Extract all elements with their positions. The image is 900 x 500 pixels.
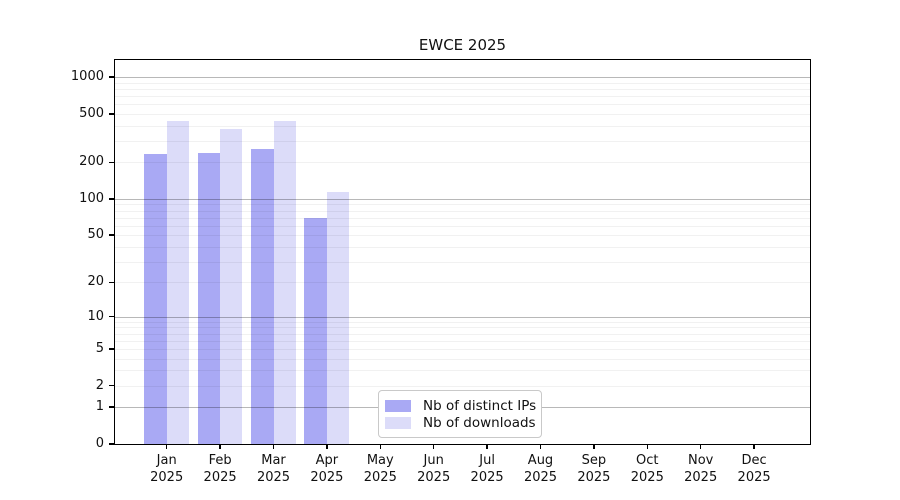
y-tick-2: [109, 384, 115, 387]
y-tick-label-5: 5: [95, 340, 104, 356]
y-tick-label-500: 500: [79, 105, 104, 121]
bar-nb-of-downloads-jan: [166, 120, 189, 444]
y-tick-label-50: 50: [87, 227, 104, 243]
y-tick-500: [109, 113, 115, 115]
y-tick-label-20: 20: [87, 274, 104, 290]
bar-nb-of-distinct-ips-jan: [144, 153, 167, 444]
gridline-minor-800: [115, 88, 810, 90]
x-tick-oct: [646, 444, 648, 449]
gridline-minor-6: [115, 340, 810, 342]
y-tick-label-1000: 1000: [70, 69, 104, 85]
gridline-minor-900: [115, 82, 810, 84]
gridline-minor-2: [115, 385, 810, 387]
y-tick-10: [109, 315, 115, 318]
y-tick-label-0: 0: [95, 436, 104, 451]
bar-nb-of-distinct-ips-mar: [251, 149, 274, 444]
gridline-minor-4: [115, 358, 810, 360]
x-tick-may: [379, 444, 381, 449]
gridline-minor-700: [115, 95, 810, 97]
x-tick-feb: [219, 444, 221, 449]
x-tick-nov: [700, 444, 702, 449]
x-tick-mar: [272, 444, 275, 449]
x-tick-label-feb: Feb 2025: [203, 453, 237, 485]
x-tick-label-apr: Apr 2025: [310, 453, 344, 485]
y-tick-5: [109, 348, 115, 350]
gridline-major-100: [115, 198, 810, 200]
x-tick-label-mar: Mar 2025: [256, 453, 291, 485]
gridline-minor-500: [115, 113, 810, 115]
x-tick-jun: [433, 444, 435, 449]
gridline-minor-90: [115, 204, 810, 206]
gridline-minor-600: [115, 104, 810, 106]
y-tick-20: [109, 281, 115, 283]
legend-row-distinct-ips: Nb of distinct IPs: [385, 397, 537, 414]
gridline-minor-40: [115, 246, 810, 248]
x-tick-label-jun: Jun 2025: [417, 453, 451, 485]
gridline-minor-30: [115, 261, 810, 263]
legend-swatch-distinct-ips: [385, 399, 411, 412]
legend-label-downloads: Nb of downloads: [423, 414, 536, 431]
gridline-minor-60: [115, 225, 810, 227]
x-tick-label-nov: Nov 2025: [684, 453, 718, 485]
y-tick-label-1: 1: [95, 399, 104, 415]
bar-nb-of-distinct-ips-feb: [197, 152, 221, 444]
bar-nb-of-distinct-ips-apr: [304, 218, 327, 444]
y-tick-1: [109, 406, 115, 408]
y-tick-label-2: 2: [95, 377, 104, 393]
gridline-minor-300: [115, 140, 810, 142]
gridline-major-10: [115, 316, 810, 318]
gridline-minor-200: [115, 162, 810, 164]
x-tick-label-jul: Jul 2025: [470, 453, 504, 485]
y-tick-100: [109, 198, 115, 200]
x-tick-label-dec: Dec 2025: [737, 453, 771, 485]
x-tick-label-sep: Sep 2025: [577, 453, 611, 485]
x-tick-label-oct: Oct 2025: [630, 453, 664, 485]
y-tick-200: [109, 161, 115, 163]
legend-swatch-downloads: [385, 416, 411, 429]
x-tick-label-jan: Jan 2025: [150, 453, 184, 485]
x-tick-apr: [326, 444, 328, 449]
gridline-minor-3: [115, 370, 810, 372]
legend-label-distinct-ips: Nb of distinct IPs: [423, 397, 537, 414]
x-tick-label-aug: Aug 2025: [523, 453, 558, 485]
y-tick-50: [109, 234, 115, 236]
y-tick-1000: [109, 76, 115, 78]
y-tick-label-200: 200: [79, 154, 104, 170]
gridline-minor-400: [115, 125, 810, 127]
x-tick-jul: [486, 444, 488, 449]
gridline-minor-9: [115, 321, 810, 323]
bar-nb-of-downloads-feb: [220, 129, 243, 444]
x-tick-dec: [753, 444, 755, 449]
x-tick-sep: [593, 444, 595, 449]
x-tick-aug: [539, 444, 542, 449]
x-tick-jan: [166, 444, 168, 449]
gridline-minor-5: [115, 348, 810, 350]
gridline-minor-80: [115, 210, 810, 212]
gridline-major-1000: [115, 77, 810, 79]
plot-area: [109, 59, 811, 449]
x-tick-label-may: May 2025: [363, 453, 397, 485]
gridline-minor-8: [115, 327, 810, 329]
gridline-minor-7: [115, 333, 810, 335]
y-tick-label-100: 100: [79, 190, 104, 206]
gridline-minor-50: [115, 235, 810, 237]
gridline-minor-70: [115, 217, 810, 219]
y-tick-label-10: 10: [87, 308, 104, 324]
gridline-minor-20: [115, 282, 810, 284]
y-tick-0: [109, 443, 115, 445]
legend-row-downloads: Nb of downloads: [385, 414, 536, 431]
chart-title: EWCE 2025: [418, 36, 507, 54]
bar-nb-of-downloads-mar: [273, 121, 296, 444]
legend: Nb of distinct IPs Nb of downloads: [378, 390, 542, 438]
bar-nb-of-downloads-apr: [326, 191, 349, 444]
